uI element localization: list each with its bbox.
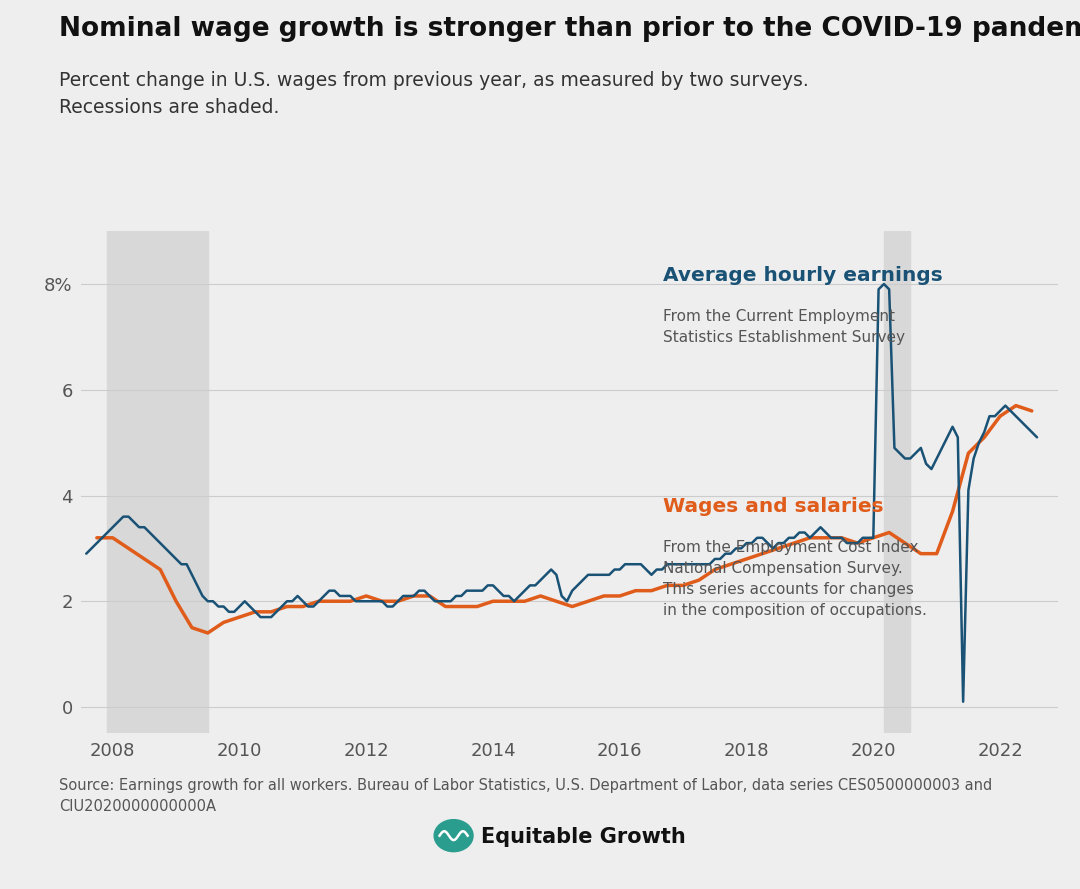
Text: Equitable Growth: Equitable Growth [481, 827, 686, 846]
Text: Percent change in U.S. wages from previous year, as measured by two surveys.
Rec: Percent change in U.S. wages from previo… [59, 71, 809, 116]
Text: From the Current Employment
Statistics Establishment Survey: From the Current Employment Statistics E… [662, 309, 905, 345]
Text: Source: Earnings growth for all workers. Bureau of Labor Statistics, U.S. Depart: Source: Earnings growth for all workers.… [59, 778, 993, 813]
Text: From the Employment Cost Index
National Compensation Survey.
This series account: From the Employment Cost Index National … [662, 540, 927, 618]
Bar [107, 231, 207, 733]
Text: Average hourly earnings: Average hourly earnings [662, 267, 943, 285]
Text: Nominal wage growth is stronger than prior to the COVID-19 pandemic: Nominal wage growth is stronger than pri… [59, 16, 1080, 42]
Bar [883, 231, 910, 733]
Text: Wages and salaries: Wages and salaries [662, 497, 883, 517]
